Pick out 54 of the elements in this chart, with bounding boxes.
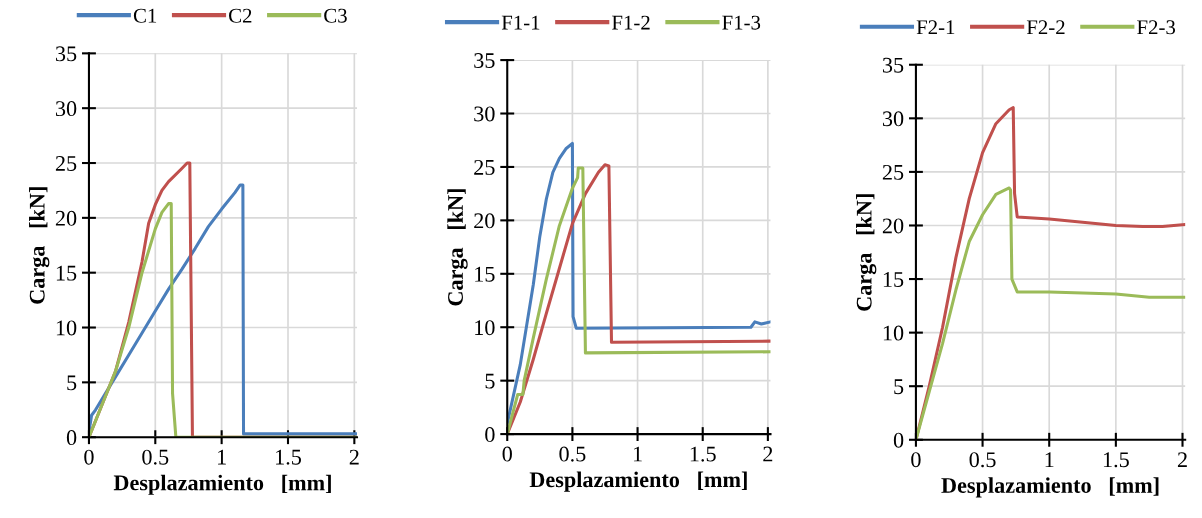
x-tick-label: 1.5 bbox=[690, 446, 716, 462]
y-tick-label: 35 bbox=[474, 53, 495, 69]
legend-label: C3 bbox=[324, 8, 347, 23]
x-tick-label: 1 bbox=[633, 446, 642, 462]
legend-label: C2 bbox=[229, 8, 252, 23]
y-axis-title: Carga [kN] bbox=[856, 194, 877, 311]
x-axis-title: Desplazamiento [mm] bbox=[529, 471, 747, 492]
x-tick-label: 2 bbox=[1177, 452, 1187, 468]
legend-label: C1 bbox=[133, 8, 157, 23]
legend-label: F1-3 bbox=[722, 15, 761, 30]
y-tick-label: 5 bbox=[894, 379, 904, 395]
x-tick-label: 1 bbox=[1045, 452, 1054, 468]
x-axis-title: Desplazamiento [mm] bbox=[941, 477, 1159, 498]
x-tick-label: 0 bbox=[502, 446, 512, 462]
y-tick-label: 30 bbox=[882, 111, 904, 127]
y-tick-label: 35 bbox=[55, 46, 77, 62]
y-tick-label: 30 bbox=[55, 101, 77, 117]
y-axis-title: Carga [kN] bbox=[29, 187, 50, 304]
y-tick-label: 25 bbox=[474, 159, 495, 175]
y-tick-label: 25 bbox=[55, 156, 77, 171]
x-tick-label: 1.5 bbox=[1103, 452, 1129, 468]
x-tick-label: 2 bbox=[763, 446, 773, 462]
y-tick-label: 20 bbox=[474, 213, 495, 229]
y-tick-label: 30 bbox=[474, 106, 495, 122]
y-tick-label: 0 bbox=[893, 432, 904, 448]
x-tick-label: 2 bbox=[349, 449, 359, 465]
legend-label: F1-1 bbox=[501, 15, 540, 30]
y-tick-label: 10 bbox=[883, 325, 904, 341]
legend-label: F2-2 bbox=[1026, 20, 1065, 35]
x-tick-label: 0.5 bbox=[969, 452, 996, 468]
x-tick-label: 1 bbox=[218, 449, 226, 465]
y-tick-label: 35 bbox=[882, 57, 904, 73]
y-tick-label: 15 bbox=[883, 272, 904, 287]
y-tick-label: 0 bbox=[485, 427, 495, 443]
legend-label: F2-3 bbox=[1137, 20, 1176, 35]
y-tick-label: 15 bbox=[475, 266, 495, 282]
y-tick-label: 5 bbox=[485, 373, 495, 389]
y-tick-label: 10 bbox=[475, 320, 495, 336]
legend-label: F2-1 bbox=[916, 20, 955, 35]
y-tick-label: 0 bbox=[66, 430, 77, 446]
y-tick-label: 20 bbox=[55, 210, 77, 226]
x-tick-label: 1.5 bbox=[276, 449, 302, 465]
x-tick-label: 0 bbox=[84, 449, 94, 465]
y-tick-label: 25 bbox=[882, 164, 904, 180]
y-tick-label: 15 bbox=[56, 265, 77, 281]
y-tick-label: 5 bbox=[67, 375, 77, 391]
x-tick-label: 0.5 bbox=[142, 449, 169, 465]
y-axis-title: Carga [kN] bbox=[447, 189, 468, 306]
y-tick-label: 20 bbox=[882, 218, 904, 234]
x-tick-label: 0 bbox=[911, 452, 921, 468]
y-tick-label: 10 bbox=[56, 320, 77, 336]
legend-label: F1-2 bbox=[612, 15, 650, 30]
x-tick-label: 0.5 bbox=[559, 446, 586, 462]
x-axis-title: Desplazamiento [mm] bbox=[113, 474, 331, 495]
